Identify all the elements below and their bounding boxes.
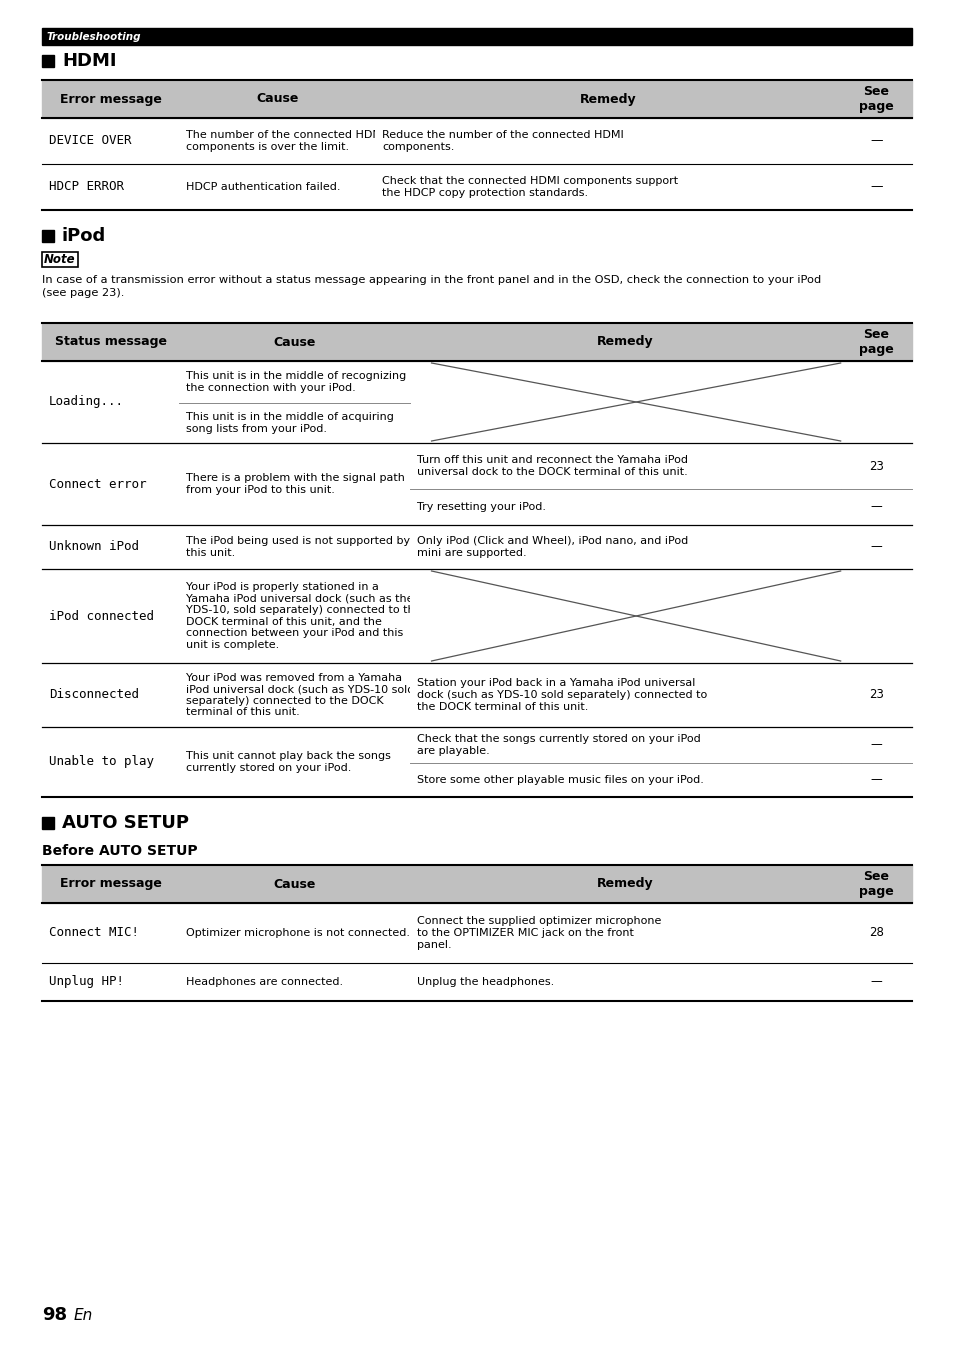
Text: In case of a transmission error without a status message appearing in the front : In case of a transmission error without …	[42, 275, 821, 298]
Bar	[42, 361, 911, 443]
Bar	[42, 231, 54, 243]
Bar	[42, 727, 911, 797]
Text: Remedy: Remedy	[597, 878, 653, 891]
Text: Store some other playable music files on your iPod.: Store some other playable music files on…	[416, 775, 703, 785]
Text: Connect MIC!: Connect MIC!	[49, 926, 139, 940]
Text: Turn off this unit and reconnect the Yamaha iPod
universal dock to the DOCK term: Turn off this unit and reconnect the Yam…	[416, 456, 687, 477]
Bar	[42, 817, 54, 829]
Bar	[42, 55, 54, 67]
Text: Before AUTO SETUP: Before AUTO SETUP	[42, 844, 197, 857]
Text: Cause: Cause	[274, 878, 315, 891]
Text: The iPod being used is not supported by
this unit.: The iPod being used is not supported by …	[186, 537, 410, 558]
Text: Check that the connected HDMI components support
the HDCP copy protection standa: Check that the connected HDMI components…	[382, 177, 678, 198]
Text: Headphones are connected.: Headphones are connected.	[186, 977, 343, 987]
Text: There is a problem with the signal path
from your iPod to this unit.: There is a problem with the signal path …	[186, 473, 405, 495]
Text: See
page: See page	[858, 328, 893, 356]
Text: —: —	[869, 976, 882, 988]
Bar	[42, 865, 911, 903]
Text: Cause: Cause	[255, 93, 298, 105]
Text: Connect error: Connect error	[49, 477, 147, 491]
Text: Reduce the number of the connected HDMI
components.: Reduce the number of the connected HDMI …	[382, 131, 623, 152]
Text: DEVICE OVER: DEVICE OVER	[49, 135, 132, 147]
Text: Disconnected: Disconnected	[49, 689, 139, 701]
Text: HDMI: HDMI	[62, 53, 116, 70]
Text: 23: 23	[868, 689, 882, 701]
Text: The number of the connected HDMI
components is over the limit.: The number of the connected HDMI compone…	[186, 131, 385, 152]
Text: —: —	[869, 739, 882, 751]
Text: This unit cannot play back the songs
currently stored on your iPod.: This unit cannot play back the songs cur…	[186, 751, 391, 772]
Text: iPod: iPod	[62, 226, 106, 245]
Text: 23: 23	[868, 460, 882, 473]
Text: 98: 98	[42, 1306, 67, 1324]
Text: Unplug HP!: Unplug HP!	[49, 976, 124, 988]
Text: En: En	[74, 1308, 93, 1322]
Text: Note: Note	[44, 253, 75, 266]
Bar	[42, 524, 911, 569]
Bar	[42, 443, 911, 524]
Text: Your iPod is properly stationed in a
Yamaha iPod universal dock (such as the
YDS: Your iPod is properly stationed in a Yam…	[186, 582, 421, 650]
Text: See
page: See page	[858, 869, 893, 898]
Text: Unplug the headphones.: Unplug the headphones.	[416, 977, 554, 987]
Text: Remedy: Remedy	[579, 93, 636, 105]
Text: —: —	[869, 181, 882, 194]
Text: Troubleshooting: Troubleshooting	[47, 31, 141, 42]
Text: —: —	[869, 541, 882, 554]
Text: AUTO SETUP: AUTO SETUP	[62, 814, 189, 832]
Bar	[42, 663, 911, 727]
Text: Optimizer microphone is not connected.: Optimizer microphone is not connected.	[186, 927, 410, 938]
Text: Connect the supplied optimizer microphone
to the OPTIMIZER MIC jack on the front: Connect the supplied optimizer microphon…	[416, 917, 660, 949]
Text: Check that the songs currently stored on your iPod
are playable.: Check that the songs currently stored on…	[416, 735, 700, 756]
Text: This unit is in the middle of recognizing
the connection with your iPod.: This unit is in the middle of recognizin…	[186, 371, 406, 392]
Bar	[42, 324, 911, 361]
Text: Only iPod (Click and Wheel), iPod nano, and iPod
mini are supported.: Only iPod (Click and Wheel), iPod nano, …	[416, 537, 687, 558]
Text: Unable to play: Unable to play	[49, 755, 153, 768]
Text: Cause: Cause	[274, 336, 315, 349]
Text: Try resetting your iPod.: Try resetting your iPod.	[416, 501, 545, 512]
Text: —: —	[869, 500, 882, 514]
Text: Status message: Status message	[54, 336, 167, 349]
Text: Error message: Error message	[60, 878, 161, 891]
Text: See
page: See page	[858, 85, 893, 113]
Bar	[42, 28, 911, 44]
Text: Unknown iPod: Unknown iPod	[49, 541, 139, 554]
Bar	[42, 569, 911, 663]
Text: Remedy: Remedy	[597, 336, 653, 349]
Text: Error message: Error message	[60, 93, 161, 105]
Text: This unit is in the middle of acquiring
song lists from your iPod.: This unit is in the middle of acquiring …	[186, 412, 394, 434]
Text: Loading...: Loading...	[49, 395, 124, 408]
Text: HDCP ERROR: HDCP ERROR	[49, 181, 124, 194]
Text: Station your iPod back in a Yamaha iPod universal
dock (such as YDS-10 sold sepa: Station your iPod back in a Yamaha iPod …	[416, 678, 706, 712]
Text: 28: 28	[868, 926, 882, 940]
Bar	[42, 80, 911, 119]
Text: HDCP authentication failed.: HDCP authentication failed.	[186, 182, 340, 191]
Text: iPod connected: iPod connected	[49, 609, 153, 623]
Text: —: —	[869, 135, 882, 147]
Text: —: —	[869, 774, 882, 786]
Text: Your iPod was removed from a Yamaha
iPod universal dock (such as YDS-10 sold
sep: Your iPod was removed from a Yamaha iPod…	[186, 673, 415, 717]
FancyBboxPatch shape	[42, 252, 78, 267]
